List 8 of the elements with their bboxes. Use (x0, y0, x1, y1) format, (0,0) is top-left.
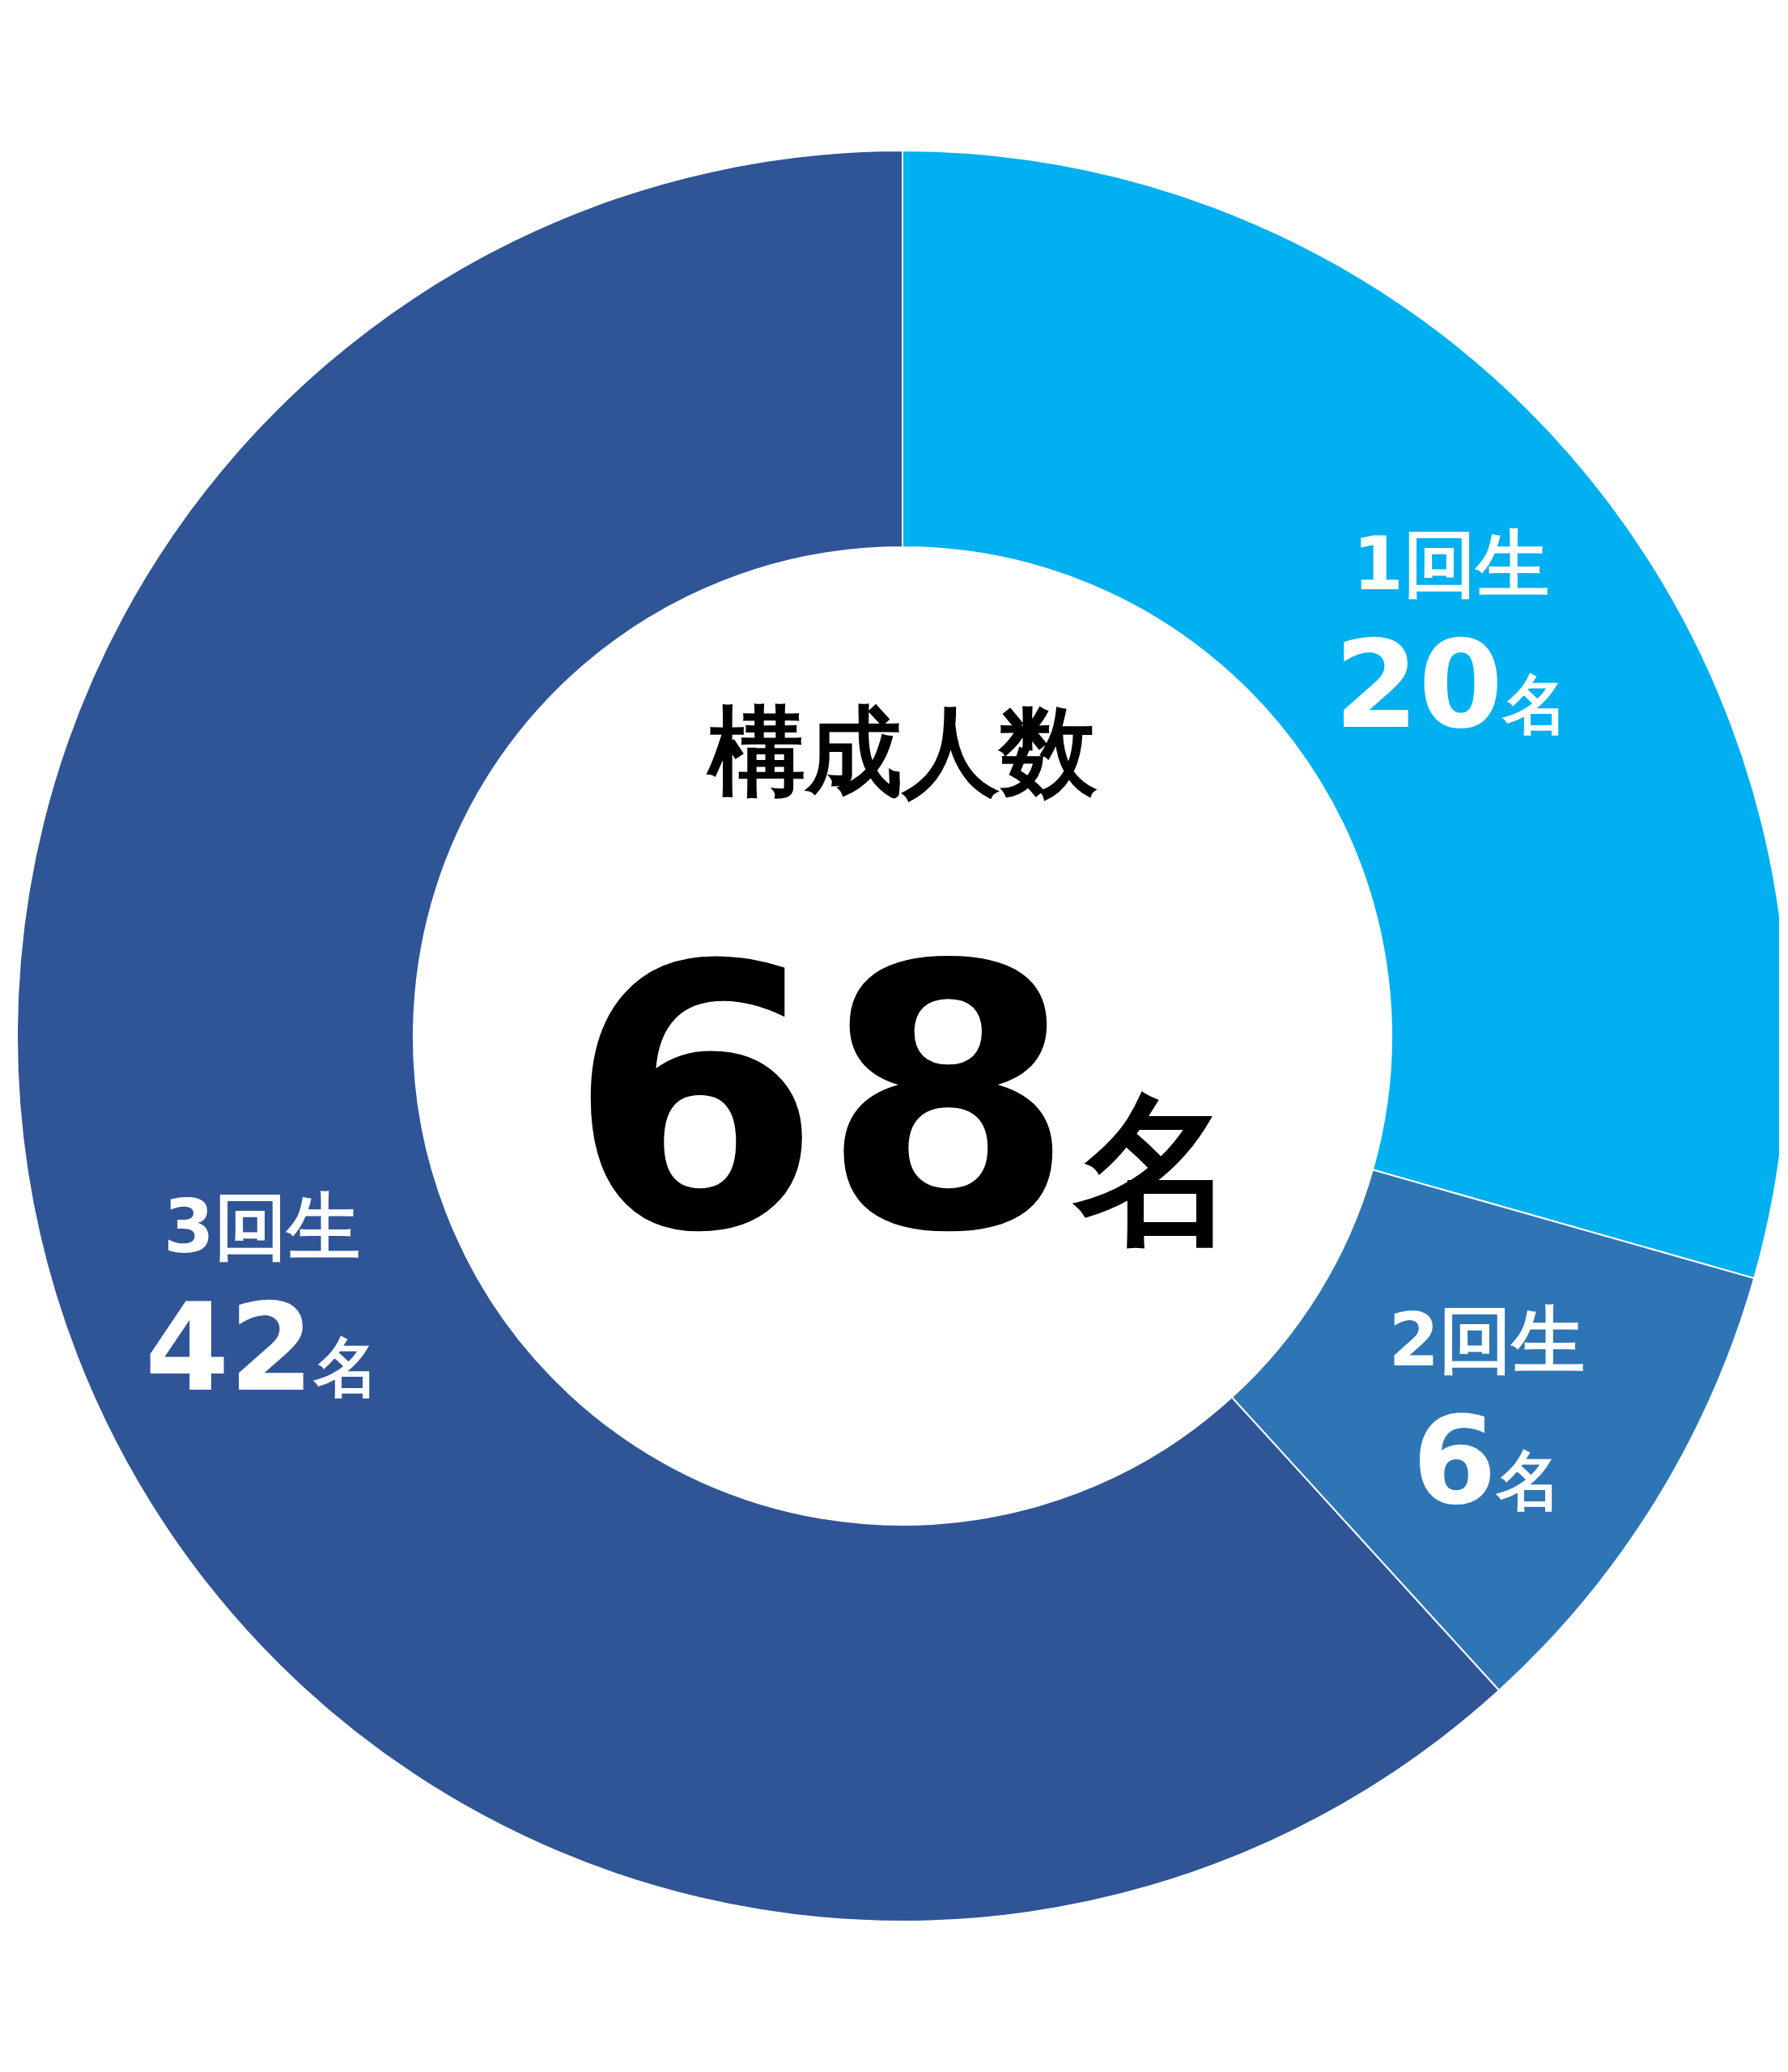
slice-label: 3回生 (164, 1183, 360, 1269)
slice-label: 1回生 (1353, 521, 1549, 607)
data-label: 42名 (144, 1276, 379, 1418)
data-label: 20名 (1334, 614, 1568, 756)
text: 68名 (567, 888, 1238, 1312)
data-label: 6名 (1412, 1390, 1562, 1531)
text: 構成人数 (706, 695, 1098, 808)
slice-label: 2回生 (1388, 1297, 1586, 1382)
